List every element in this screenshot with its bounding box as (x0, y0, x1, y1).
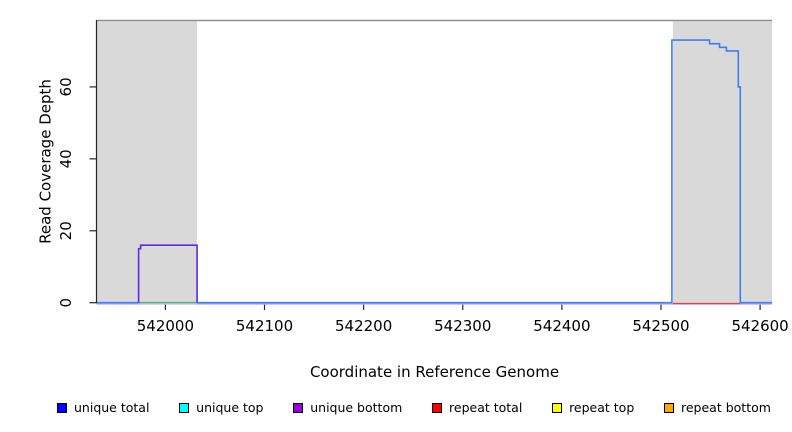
x-tick-label: 542200 (335, 317, 392, 335)
y-axis-title: Read Coverage Depth (36, 79, 54, 244)
legend-label: repeat total (449, 400, 523, 415)
x-tick-label: 542500 (632, 317, 689, 335)
y-tick-label: 0 (57, 298, 75, 308)
series-unique-bottom (137, 244, 198, 303)
y-tick-label: 20 (57, 221, 75, 240)
legend-swatch-icon (293, 403, 304, 413)
legend-label: unique top (196, 400, 264, 415)
series-unique-total (97, 39, 772, 304)
legend: unique total unique top unique bottom re… (57, 398, 771, 418)
legend-swatch-icon (432, 403, 443, 413)
repeat-region-left (97, 21, 198, 303)
legend-swatch-icon (664, 403, 674, 413)
legend-item: unique total (57, 400, 149, 416)
legend-item: unique bottom (293, 400, 402, 416)
legend-label: repeat bottom (681, 400, 771, 415)
x-tick-label: 542000 (137, 317, 194, 335)
legend-label: unique total (74, 400, 150, 415)
x-tick-label: 542100 (236, 317, 293, 335)
legend-item: repeat total (432, 400, 522, 416)
y-tick-label: 60 (57, 77, 75, 96)
x-axis-title: Coordinate in Reference Genome (310, 363, 559, 381)
x-tick-label: 542600 (731, 317, 788, 335)
x-tick-label: 542300 (434, 317, 491, 335)
y-tick-label: 40 (57, 149, 75, 168)
legend-item: repeat top (552, 400, 634, 416)
legend-swatch-icon (179, 403, 190, 413)
legend-swatch-icon (57, 403, 67, 413)
x-tick-label: 542400 (533, 317, 590, 335)
legend-label: repeat top (569, 400, 635, 415)
legend-label: unique bottom (310, 400, 403, 415)
legend-swatch-icon (552, 403, 563, 413)
legend-item: unique top (179, 400, 263, 416)
legend-item: repeat bottom (664, 400, 771, 416)
repeat-region-right (672, 21, 772, 303)
